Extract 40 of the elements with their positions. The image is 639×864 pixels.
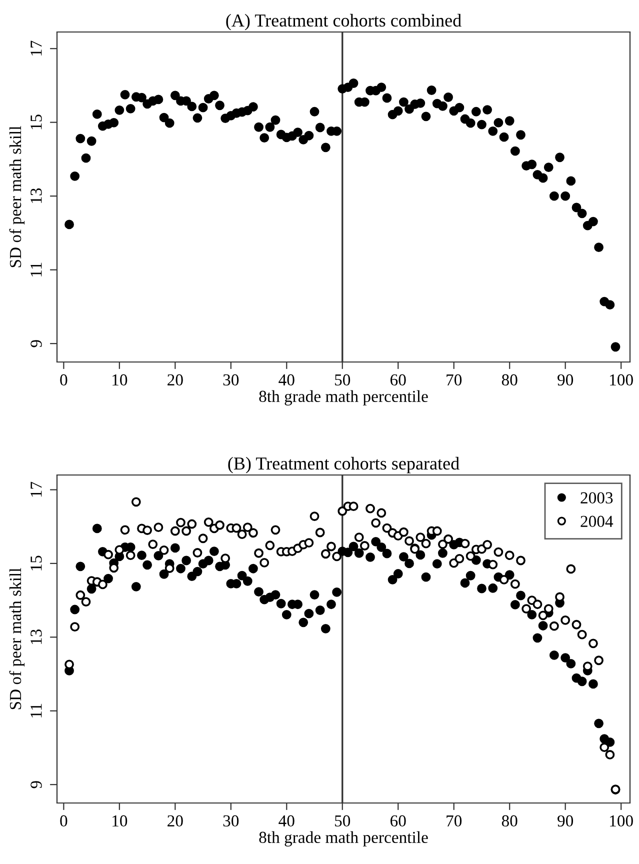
x-tick-label: 80	[502, 815, 518, 827]
chart-title: (A) Treatment cohorts combined	[226, 14, 462, 30]
x-tick-label: 40	[278, 815, 294, 827]
y-tick-label: 11	[30, 262, 42, 276]
x-tick-label: 70	[446, 815, 462, 827]
x-tick-label: 40	[278, 374, 294, 386]
chart-title: (B) Treatment cohorts separated	[228, 456, 460, 474]
y-tick-label: 17	[30, 482, 42, 497]
x-tick-label: 0	[60, 374, 68, 386]
y-tick-label: 9	[30, 781, 42, 788]
x-tick-label: 60	[390, 815, 406, 827]
y-axis-title: SD of peer math skill	[9, 126, 25, 268]
x-axis-title: 8th grade math percentile	[259, 831, 428, 846]
x-tick-label: 30	[223, 374, 239, 386]
x-tick-label: 100	[610, 815, 633, 827]
x-tick-label: 50	[335, 374, 350, 386]
y-tick-label: 13	[30, 629, 42, 644]
legend-label: 2003	[580, 492, 613, 504]
y-tick-label: 15	[30, 114, 42, 130]
y-tick-label: 9	[30, 340, 42, 348]
x-tick-label: 10	[112, 815, 128, 827]
y-tick-label: 15	[30, 556, 42, 570]
x-tick-label: 70	[446, 374, 462, 386]
x-tick-label: 20	[168, 374, 183, 386]
y-tick-label: 11	[30, 704, 42, 718]
x-tick-label: 60	[390, 374, 406, 386]
x-tick-label: 30	[223, 815, 239, 827]
x-tick-label: 50	[335, 815, 350, 827]
x-tick-label: 90	[558, 374, 574, 386]
y-tick-label: 13	[30, 188, 42, 203]
y-tick-label: 17	[30, 40, 42, 56]
x-tick-label: 90	[558, 815, 574, 827]
legend-label: 2004	[580, 516, 614, 528]
x-tick-label: 20	[168, 815, 183, 827]
x-tick-label: 80	[502, 374, 518, 386]
x-tick-label: 100	[610, 374, 633, 386]
x-axis-title: 8th grade math percentile	[259, 390, 428, 406]
x-tick-label: 10	[112, 374, 128, 386]
y-axis-title: SD of peer math skill	[9, 568, 25, 710]
x-tick-label: 0	[60, 815, 68, 827]
